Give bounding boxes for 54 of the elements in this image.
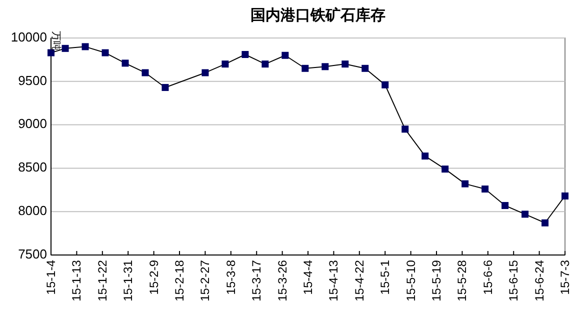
x-tick-label: 15-4-4 [301,260,315,295]
x-tick-label: 15-6-15 [506,260,521,302]
point [342,60,349,68]
x-tick-label: 15-4-13 [326,260,341,302]
x-tick-label: 15-5-19 [430,260,444,302]
x-tick-label: 15-3-26 [275,260,290,302]
point [562,192,568,200]
x-tick-label: 15-2-18 [172,260,186,302]
point [382,81,389,88]
point [162,84,169,91]
x-tick-label: 15-3-17 [250,260,264,302]
x-tick-label: 15-4-22 [352,260,366,302]
x-tick-label: 15-5-1 [378,260,392,295]
y-tick-label: 9500 [18,72,47,88]
x-tick-label: 15-5-10 [404,260,418,302]
point [362,64,369,72]
y-tick-label: 8000 [18,203,47,218]
point [122,60,129,67]
x-tick-label: 15-1-4 [44,260,58,295]
x-tick-label: 15-1-13 [70,260,84,302]
x-tick-label: 15-1-31 [121,260,136,302]
point [242,50,249,58]
point [142,69,149,76]
point [302,64,309,72]
x-tick-label: 15-5-28 [455,260,470,302]
point [402,126,409,133]
point [522,210,529,218]
point [442,166,449,173]
point [462,180,469,188]
x-tick-label: 15-6-6 [480,260,495,295]
x-tick-label: 15-6-24 [532,260,546,302]
point [62,44,69,52]
x-tick-label: 15-3-8 [224,260,238,295]
point [262,60,269,68]
point [82,43,89,50]
y-tick-label: 10000 [10,29,47,44]
point [422,152,429,160]
point [282,52,289,59]
x-tick-label: 15-1-22 [95,260,110,302]
y-tick-label: 9000 [18,116,47,132]
point [202,69,209,76]
chart-title: 国内港口铁矿石库存 [250,6,386,24]
x-tick-label: 15-2-9 [146,260,161,295]
x-tick-label: 15-7-3 [558,260,572,295]
y-tick-label: 8500 [18,160,47,175]
point [482,186,489,193]
point [102,49,109,56]
y-axis-title: 万吨 [50,31,62,51]
point [502,202,509,210]
x-tick-label: 15-2-27 [198,260,212,302]
point [48,49,54,56]
point [542,219,549,226]
point [322,63,329,70]
y-tick-label: 7500 [18,246,47,262]
